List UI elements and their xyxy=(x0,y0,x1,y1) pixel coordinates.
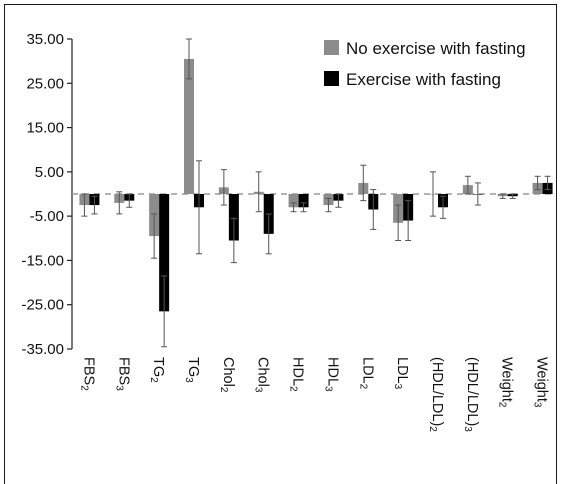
x-category-label: Weight2 xyxy=(497,357,515,408)
legend: No exercise with fasting Exercise with f… xyxy=(324,39,526,89)
y-tick-label: 25.00 xyxy=(26,75,64,92)
error-bars xyxy=(81,38,551,348)
y-tick-label: -35.00 xyxy=(21,341,64,358)
bar xyxy=(298,194,309,208)
x-category-label: Chol2 xyxy=(218,357,236,393)
x-category-label: HDL3 xyxy=(322,357,340,392)
legend-label-no-exercise: No exercise with fasting xyxy=(346,39,526,58)
y-tick-label: -5.00 xyxy=(30,208,64,225)
x-category-label: Chol3 xyxy=(253,357,271,393)
y-tick-label: -15.00 xyxy=(21,252,64,269)
x-category-label: (HDL/LDL)3 xyxy=(462,357,480,432)
legend-label-exercise: Exercise with fasting xyxy=(346,70,501,89)
x-category-label: FBS3 xyxy=(113,357,131,391)
legend-swatch-exercise xyxy=(324,71,339,86)
bar xyxy=(228,194,239,241)
x-category-label: LDL3 xyxy=(392,357,410,390)
y-tick-label: -25.00 xyxy=(21,297,64,314)
x-category-label: HDL2 xyxy=(288,357,306,392)
bars xyxy=(79,58,553,312)
bar xyxy=(288,194,299,208)
legend-swatch-no-exercise xyxy=(324,40,339,55)
bar xyxy=(159,194,170,312)
y-axis: 35.00 25.00 15.00 5.00 -5.00 -15.00 -25.00 -35.… xyxy=(21,31,556,358)
y-tick-label: 15.00 xyxy=(26,120,64,137)
x-category-label: TG3 xyxy=(183,357,201,383)
x-category-label: (HDL/LDL)2 xyxy=(427,357,445,432)
bar xyxy=(184,58,194,194)
x-axis-categories: FBS2 FBS3 TG2 TG3 Chol2 Chol3 HDL2 HDL3 LDL2 LDL3… xyxy=(78,357,549,432)
chart-frame xyxy=(4,4,557,484)
x-category-label: Weight3 xyxy=(532,357,550,408)
x-category-label: FBS2 xyxy=(78,357,96,391)
x-category-label: LDL2 xyxy=(357,357,375,390)
y-tick-label: 35.00 xyxy=(26,31,64,48)
x-category-label: TG2 xyxy=(148,357,166,383)
y-tick-label: 5.00 xyxy=(35,164,64,181)
